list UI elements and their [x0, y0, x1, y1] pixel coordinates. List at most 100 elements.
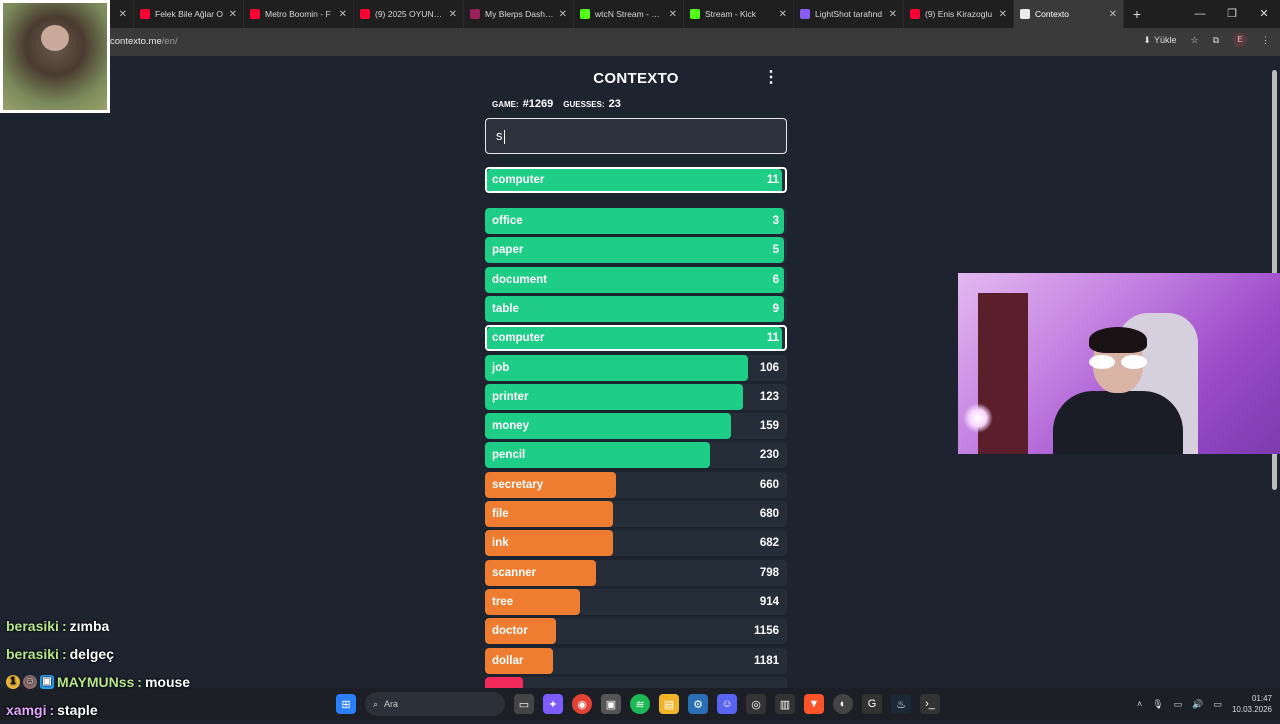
guess-word: office — [492, 215, 523, 227]
guess-word: computer — [492, 332, 545, 345]
close-window-icon[interactable]: ✕ — [1259, 8, 1269, 20]
chrome-icon[interactable]: ◉ — [572, 694, 592, 714]
guess-word: scanner — [492, 566, 537, 579]
browser-tab[interactable]: Felek Bile Ağlar O ✕ — [134, 0, 244, 28]
guess-word: table — [492, 302, 519, 315]
file-explorer-icon[interactable]: ▤ — [659, 694, 679, 714]
guesses-count: 23 — [608, 98, 621, 110]
similarity-bar — [485, 471, 617, 498]
guess-input[interactable]: s — [485, 118, 787, 154]
tab-favicon-icon — [250, 9, 260, 19]
guess-rank: 798 — [759, 566, 779, 579]
console-icon[interactable]: ›_ — [920, 694, 940, 714]
stream-chat-overlay: berasiki: zımba berasiki: delgeç 1 ☺ ▣ MAYMUNss… — [6, 612, 190, 724]
guess-word: doctor — [492, 625, 528, 638]
install-icon: ⬇ — [1143, 34, 1151, 45]
chat-separator: : — [61, 618, 67, 634]
windows-start-icon[interactable]: ⊞ — [336, 694, 356, 714]
clock-time: 01:47 — [1251, 694, 1272, 703]
system-tray: ˄ 🎙 ▭ 🔊 ▭ 01:47 10.03.2026 — [1137, 688, 1272, 720]
browser-tab[interactable]: (9) 2025 OYUNLA ✕ — [354, 0, 464, 28]
app-icon[interactable]: ▣ — [601, 694, 621, 714]
taskbar-search[interactable]: ⌕ Ara — [365, 692, 505, 716]
app-icon-2[interactable]: ◐ — [833, 694, 853, 714]
guess-row: scanner 798 — [485, 559, 787, 586]
minimize-icon[interactable]: — — [1194, 8, 1206, 20]
similarity-bar — [485, 501, 614, 527]
tab-favicon-icon — [690, 9, 700, 19]
battery-icon[interactable]: ▭ — [1213, 698, 1222, 709]
url-field[interactable]: contexto.me/en/ — [110, 28, 178, 56]
guess-rank: 660 — [759, 478, 779, 491]
guess-row: doctor 1156 — [485, 618, 787, 645]
similarity-bar — [487, 327, 783, 350]
clock[interactable]: 01:47 10.03.2026 — [1232, 693, 1272, 715]
guess-word: secretary — [492, 478, 544, 491]
guess-rank: 914 — [759, 595, 779, 608]
tab-title: (9) 2025 OYUNLA — [375, 9, 444, 19]
discord-icon[interactable]: ☺ — [717, 694, 737, 714]
browser-menu-icon[interactable]: ⋮ — [1261, 34, 1270, 45]
guess-rank: 11 — [766, 332, 779, 345]
tab-close-icon[interactable]: ✕ — [998, 8, 1007, 20]
browser-tab[interactable]: Stream - Kick ✕ — [684, 0, 794, 28]
network-icon[interactable]: ▭ — [1173, 698, 1183, 709]
chat-message: xamgi: staple — [6, 696, 190, 724]
browser-tab[interactable]: My Blerps Dashbo ✕ — [464, 0, 574, 28]
bookmark-star-icon[interactable]: ☆ — [1190, 34, 1199, 45]
copilot-icon[interactable]: ✦ — [543, 694, 563, 714]
install-app-button[interactable]: ⬇ Yükle — [1143, 35, 1176, 46]
obs-icon[interactable]: ◎ — [746, 694, 766, 714]
browser-tab[interactable]: Contexto ✕ — [1014, 0, 1124, 28]
tab-close-icon[interactable]: ✕ — [1108, 8, 1117, 20]
similarity-bar — [485, 354, 748, 381]
spotify-icon[interactable]: ≋ — [630, 694, 650, 714]
tab-title: Stream - Kick — [705, 9, 757, 19]
tab-title: wtcN Stream - We — [595, 9, 664, 19]
browser-tab[interactable]: LightShot tarafınd ✕ — [794, 0, 904, 28]
brave-icon[interactable]: ▼ — [804, 694, 824, 714]
tab-favicon-icon — [580, 9, 590, 19]
tab-close-icon[interactable]: ✕ — [338, 8, 347, 20]
new-tab-button[interactable]: + — [1132, 6, 1142, 22]
guess-rank: 230 — [759, 449, 779, 462]
settings-gear-icon[interactable]: ⚙ — [688, 694, 708, 714]
profile-avatar[interactable]: E — [1233, 33, 1247, 47]
guess-input-value: s — [496, 128, 503, 143]
tray-expand-icon[interactable]: ˄ — [1137, 699, 1143, 709]
steam-icon[interactable]: ♨ — [891, 694, 911, 714]
similarity-bar — [485, 647, 553, 674]
google-icon[interactable]: G — [862, 694, 882, 714]
more-options-icon[interactable]: ⋮ — [763, 69, 779, 86]
guess-rank: 106 — [759, 361, 779, 374]
guess-rank: 682 — [759, 537, 779, 550]
extensions-icon[interactable]: ⧉ — [1212, 34, 1219, 45]
tab-close-icon[interactable]: ✕ — [228, 8, 237, 20]
tab-close-icon[interactable]: ✕ — [668, 8, 677, 20]
chat-separator: : — [137, 674, 142, 690]
browser-tab[interactable]: Metro Boomin - F ✕ — [244, 0, 354, 28]
volume-icon[interactable]: 🔊 — [1192, 698, 1204, 709]
chat-message: 1 ☺ ▣ MAYMUNss: mouse — [6, 668, 190, 696]
similarity-bar — [485, 413, 732, 440]
tab-close-icon[interactable]: ✕ — [118, 8, 127, 20]
guess-row: office 3 — [485, 208, 787, 234]
task-view-icon[interactable]: ▭ — [514, 694, 534, 714]
guess-row-highlighted: computer 11 — [485, 325, 787, 352]
tab-close-icon[interactable]: ✕ — [778, 8, 787, 20]
clock-date: 10.03.2026 — [1231, 705, 1272, 714]
tab-close-icon[interactable]: ✕ — [448, 8, 457, 20]
browser-tab[interactable]: (9) Enis Kirazoglu ✕ — [904, 0, 1014, 28]
guess-rank: 1156 — [754, 625, 779, 638]
microphone-icon[interactable]: 🎙 — [1152, 698, 1164, 709]
guess-rank: 5 — [772, 244, 779, 257]
tab-title: Contexto — [1035, 9, 1070, 19]
tab-close-icon[interactable]: ✕ — [888, 8, 897, 20]
restore-icon[interactable]: ❐ — [1227, 8, 1237, 20]
guess-rank: 9 — [772, 302, 779, 315]
terminal-icon[interactable]: ▥ — [775, 694, 795, 714]
browser-tab[interactable]: wtcN Stream - We ✕ — [574, 0, 684, 28]
guess-rank: 680 — [759, 508, 779, 520]
tab-close-icon[interactable]: ✕ — [558, 8, 567, 20]
tab-title: (9) Enis Kirazoglu — [925, 9, 993, 19]
